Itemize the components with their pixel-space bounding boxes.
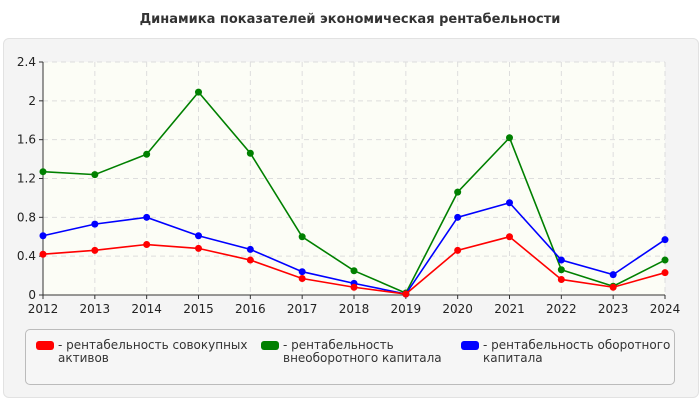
x-tick-label: 2024 [650,302,681,316]
x-tick-label: 2018 [339,302,370,316]
data-point [454,246,462,254]
x-tick-label: 2022 [546,302,577,316]
data-point [506,233,513,241]
x-tick-label: 2017 [287,302,318,316]
data-point [143,241,151,249]
data-point [609,271,617,279]
data-point [350,283,358,291]
x-tick-label: 2013 [80,302,111,316]
data-point [454,213,462,221]
data-point [557,256,565,264]
y-tick-label: 1.2 [17,172,36,186]
x-tick-label: 2019 [391,302,422,316]
data-point [143,213,151,221]
y-tick-label: 0.8 [17,210,36,224]
x-tick-label: 2020 [442,302,473,316]
line-chart: 0 0.4 0.8 1.2 1.6 2 2.4 2012 2013 2014 2015 2016 201… [17,55,681,316]
y-tick-label: 0 [28,288,36,302]
data-point [246,245,254,253]
data-point [39,168,47,176]
data-point [195,88,202,96]
chart-title: Динамика показателей экономическая рента… [139,12,561,27]
data-point [298,274,306,282]
data-point [195,244,202,252]
x-tick-label: 2023 [598,302,629,316]
data-point [195,232,202,240]
data-point [661,236,669,244]
data-point [298,233,306,241]
y-tick-label: 2.4 [17,55,36,69]
data-point [91,171,99,179]
data-point [609,283,617,291]
data-point [298,268,306,276]
legend-swatch [461,341,479,350]
legend-swatch [261,341,279,350]
data-point [246,256,254,264]
data-point [91,220,99,228]
data-point [506,199,513,207]
legend: - рентабельность совокупных активов - ре… [25,329,675,385]
data-point [661,256,669,264]
y-tick-label: 2 [28,94,36,108]
data-point [39,250,47,258]
data-point [506,134,513,142]
data-point [143,150,151,158]
data-point [246,149,254,157]
data-point [454,188,462,196]
legend-label: - рентабельность оборотного капитала [483,338,671,365]
legend-label: - рентабельность совокупных активов [58,338,248,365]
x-tick-label: 2021 [494,302,525,316]
data-point [350,267,358,275]
data-point [39,232,47,240]
data-point [557,266,565,274]
data-point [402,290,410,298]
legend-swatch [36,341,54,350]
y-tick-label: 1.6 [17,133,36,147]
x-tick-label: 2015 [183,302,214,316]
x-tick-label: 2016 [235,302,266,316]
legend-label: - рентабельность внеоборотного капитала [283,338,442,365]
data-point [661,269,669,277]
data-point [557,275,565,283]
y-tick-label: 0.4 [17,249,36,263]
data-point [91,246,99,254]
x-tick-label: 2014 [131,302,162,316]
x-tick-label: 2012 [28,302,59,316]
